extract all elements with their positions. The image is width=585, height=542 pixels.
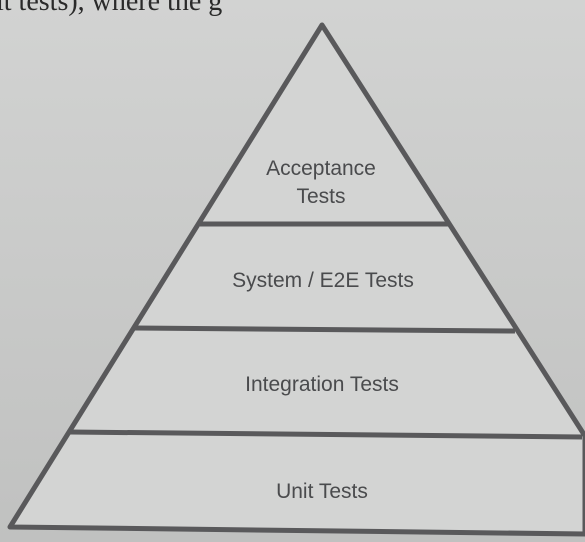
- tier-label-acceptance-line-1: Acceptance: [266, 157, 376, 180]
- tier-label-unit: Unit Tests: [276, 480, 368, 503]
- tier-label-system-e2e: System / E2E Tests: [232, 269, 414, 292]
- tier-label-integration: Integration Tests: [245, 373, 399, 396]
- divider-line-2: [134, 325, 516, 334]
- divider-line-3: [69, 429, 583, 440]
- pyramid-outline: [7, 22, 585, 537]
- tier-label-acceptance-line-2: Tests: [296, 185, 345, 208]
- header-text-fragment: it tests), where the g: [0, 0, 222, 17]
